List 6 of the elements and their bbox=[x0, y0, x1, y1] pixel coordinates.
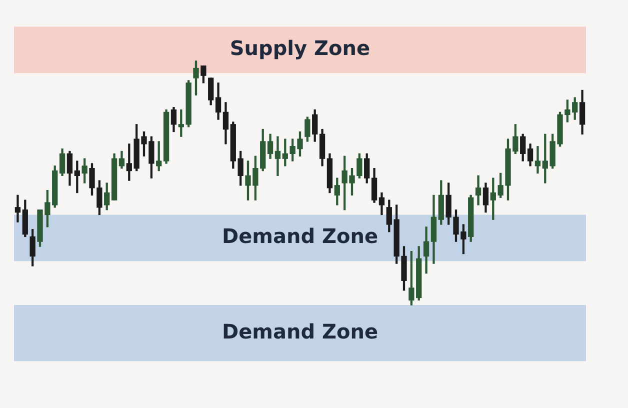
candlestick bbox=[274, 136, 281, 176]
band-label: Supply Zone bbox=[230, 36, 370, 60]
band-label: Demand Zone bbox=[222, 319, 378, 344]
band-label: Demand Zone bbox=[222, 224, 378, 248]
candlestick bbox=[534, 146, 541, 174]
candlestick bbox=[14, 194, 21, 222]
